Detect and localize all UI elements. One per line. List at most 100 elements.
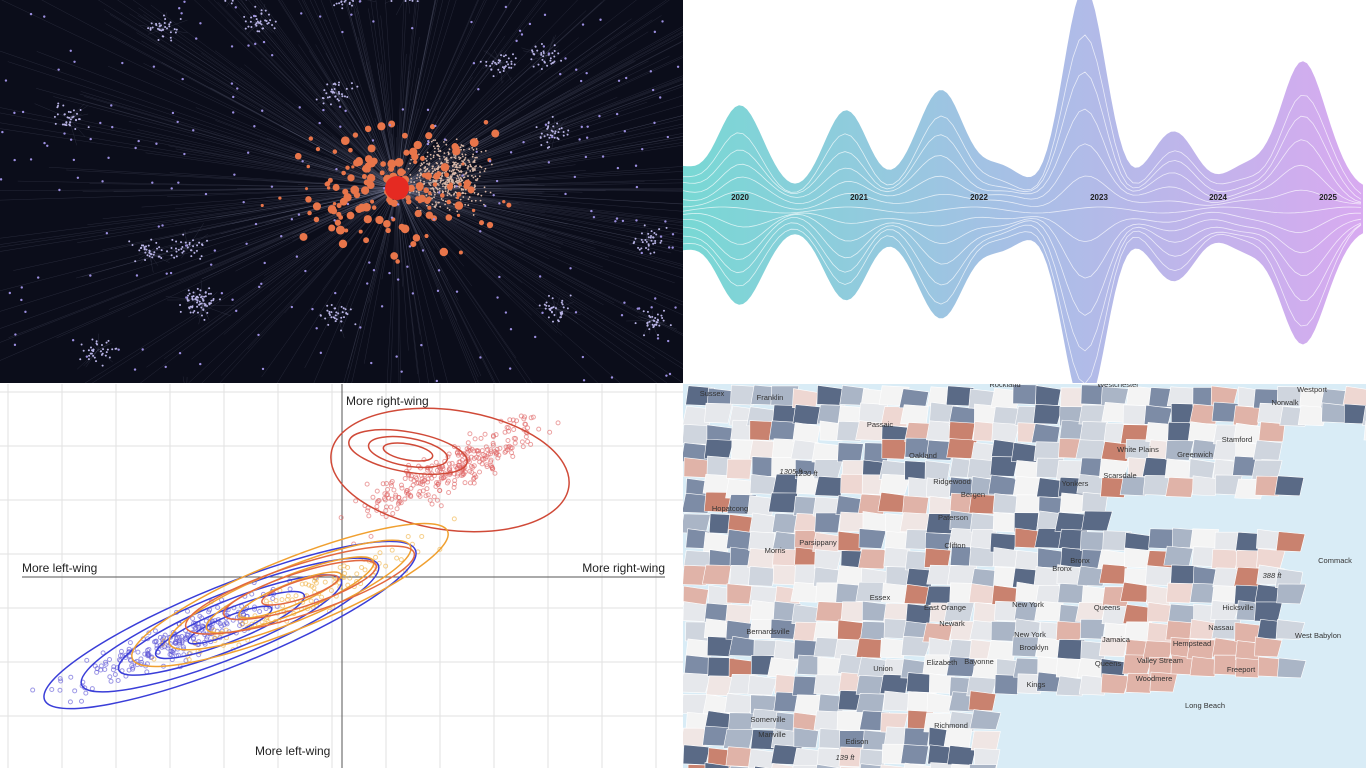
leaf-node xyxy=(330,303,333,306)
node xyxy=(213,249,217,252)
point xyxy=(380,481,386,487)
point xyxy=(422,477,428,483)
cluster-node xyxy=(474,175,477,178)
node xyxy=(575,68,578,71)
region xyxy=(1235,657,1262,679)
leaf-node xyxy=(196,311,199,314)
region xyxy=(703,531,732,553)
cluster-node xyxy=(459,166,461,169)
leaf-node xyxy=(351,87,354,90)
node xyxy=(461,162,465,166)
cluster-node xyxy=(453,203,455,206)
node xyxy=(247,44,250,47)
node xyxy=(346,211,355,220)
region xyxy=(862,511,890,532)
node xyxy=(4,79,8,82)
leaf-node xyxy=(561,303,564,306)
region xyxy=(1275,619,1306,640)
node xyxy=(624,76,628,80)
leaf-node xyxy=(53,115,56,118)
leaf-node xyxy=(179,310,182,313)
node xyxy=(410,26,414,30)
contour xyxy=(184,545,416,635)
leaf-node xyxy=(201,244,204,247)
node xyxy=(509,328,513,331)
leaf-node xyxy=(559,316,562,319)
contour xyxy=(131,522,449,668)
point xyxy=(322,579,328,585)
place-label: Edison xyxy=(846,737,869,746)
place-label: Essex xyxy=(870,593,891,602)
cluster-node xyxy=(476,178,479,180)
leaf-node xyxy=(659,241,662,244)
node xyxy=(446,183,454,191)
leaf-node xyxy=(179,18,182,21)
node xyxy=(233,173,236,176)
place-label: Bergen xyxy=(961,490,985,499)
point xyxy=(398,500,404,506)
leaf-node xyxy=(333,82,336,85)
node xyxy=(1,130,4,134)
region xyxy=(1277,657,1307,679)
leaf-node xyxy=(189,305,192,308)
leaf-node xyxy=(652,319,655,322)
leaf-node xyxy=(158,22,161,25)
region xyxy=(1035,385,1062,406)
node xyxy=(336,211,342,217)
leaf-node xyxy=(548,304,551,307)
point xyxy=(471,475,477,481)
cluster-node xyxy=(448,193,451,195)
region xyxy=(968,690,997,712)
cluster-node xyxy=(458,158,461,161)
region xyxy=(726,458,753,480)
region xyxy=(858,528,887,549)
elevation-label: 139 ft xyxy=(836,753,856,762)
point xyxy=(528,415,534,421)
cluster-node xyxy=(436,188,439,191)
leaf-node xyxy=(641,241,644,244)
node xyxy=(458,250,463,255)
region xyxy=(747,674,778,696)
cluster-node xyxy=(468,161,471,164)
cluster-node xyxy=(431,203,434,206)
node xyxy=(299,232,308,241)
leaf-node xyxy=(187,294,190,297)
cluster-node xyxy=(423,180,425,183)
region xyxy=(683,672,712,694)
place-label: Valley Stream xyxy=(1137,656,1183,665)
leaf-node xyxy=(342,307,345,310)
leaf-node xyxy=(633,241,636,244)
node xyxy=(348,147,353,153)
node xyxy=(421,172,427,178)
leaf-node xyxy=(69,121,72,124)
cluster-node xyxy=(433,180,436,183)
point xyxy=(454,473,460,479)
point xyxy=(110,667,116,673)
region xyxy=(926,692,956,714)
node xyxy=(397,168,406,177)
point xyxy=(79,698,85,704)
node xyxy=(429,124,436,130)
point xyxy=(123,652,129,658)
node xyxy=(403,149,410,156)
node xyxy=(220,292,224,295)
leaf-node xyxy=(510,66,513,69)
cluster-node xyxy=(440,198,443,200)
point xyxy=(112,672,118,678)
leaf-node xyxy=(88,354,91,357)
cluster-node xyxy=(438,155,441,158)
leaf-node xyxy=(542,55,545,58)
leaf-node xyxy=(557,138,560,141)
stream-line xyxy=(683,217,1362,316)
leaf-node xyxy=(337,312,340,315)
leaf-node xyxy=(543,61,546,64)
cluster-node xyxy=(467,204,470,207)
node xyxy=(89,274,92,277)
leaf-node xyxy=(562,130,565,133)
point xyxy=(168,648,174,654)
node xyxy=(322,108,325,112)
leaf-node xyxy=(643,334,646,337)
leaf-node xyxy=(408,0,411,2)
node xyxy=(245,242,248,245)
leaf-node xyxy=(545,304,548,307)
